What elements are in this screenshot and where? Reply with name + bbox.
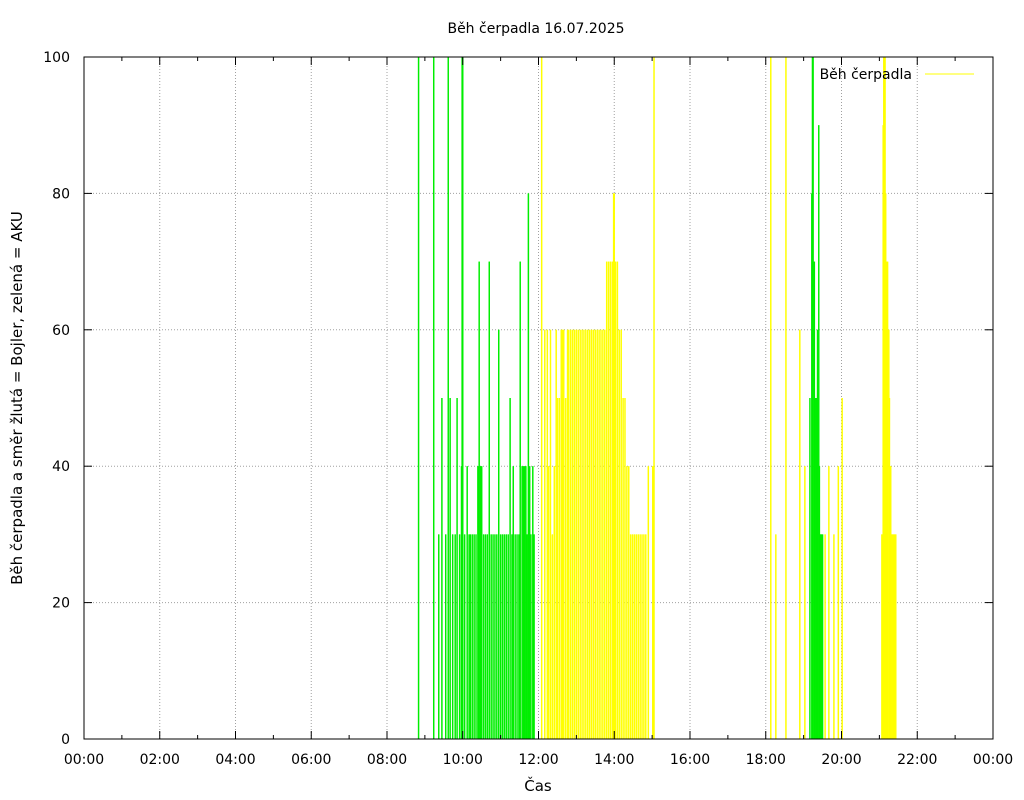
y-tick-labels: 0 20 40 60 80 100 xyxy=(43,50,70,748)
x-tick-label: 00:00 xyxy=(64,752,104,768)
y-tick-label: 80 xyxy=(52,186,70,202)
x-tick-label: 22:00 xyxy=(897,752,937,768)
legend: Běh čerpadla xyxy=(820,67,974,83)
y-tick-label: 40 xyxy=(52,459,70,475)
x-tick-label: 20:00 xyxy=(821,752,861,768)
x-tick-label: 06:00 xyxy=(291,752,331,768)
x-axis-label: Čas xyxy=(524,776,552,795)
chart-title: Běh čerpadla 16.07.2025 xyxy=(447,21,624,37)
x-tick-label: 04:00 xyxy=(215,752,255,768)
x-tick-label: 16:00 xyxy=(670,752,710,768)
x-tick-labels: 00:00 02:00 04:00 06:00 08:00 10:00 12:00 14:00… xyxy=(64,752,1013,768)
x-tick-label: 08:00 xyxy=(367,752,407,768)
y-tick-label: 60 xyxy=(52,323,70,339)
legend-label: Běh čerpadla xyxy=(820,67,912,83)
y-tick-label: 20 xyxy=(52,596,70,612)
x-tick-label: 18:00 xyxy=(746,752,786,768)
y-tick-label: 100 xyxy=(43,50,70,66)
x-tick-label: 14:00 xyxy=(594,752,634,768)
x-tick-label: 12:00 xyxy=(518,752,558,768)
x-tick-label: 10:00 xyxy=(443,752,483,768)
x-tick-label: 02:00 xyxy=(140,752,180,768)
x-tick-label: 00:00 xyxy=(973,752,1013,768)
bars-layer xyxy=(417,57,897,739)
y-axis-label: Běh čerpadla a směr žlutá = Bojler, zele… xyxy=(8,211,26,585)
axis-ticks xyxy=(83,56,994,740)
y-tick-label: 0 xyxy=(61,732,70,748)
